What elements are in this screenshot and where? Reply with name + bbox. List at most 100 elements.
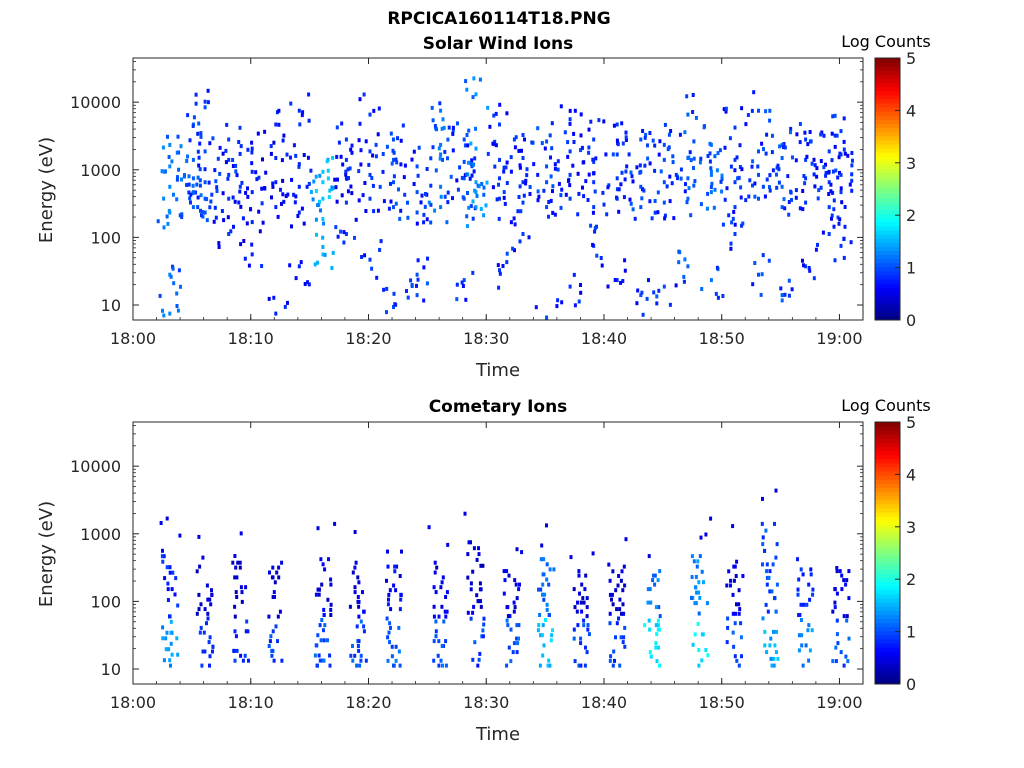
data-cell — [439, 152, 443, 157]
data-cell — [456, 121, 459, 126]
data-cell — [734, 574, 738, 578]
data-cell — [473, 640, 477, 645]
data-cell — [622, 195, 626, 200]
data-cell — [525, 173, 529, 178]
x-tick-label: 18:30 — [463, 329, 509, 348]
data-cell — [469, 204, 473, 209]
data-cell — [540, 543, 544, 548]
data-cell — [163, 576, 167, 581]
data-cell — [466, 575, 470, 580]
data-cell — [816, 242, 819, 247]
data-cell — [232, 648, 236, 653]
data-cell — [292, 143, 296, 148]
data-cell — [392, 180, 395, 185]
data-cell — [619, 578, 623, 583]
data-cell — [357, 580, 361, 585]
data-cell — [240, 590, 244, 595]
data-cell — [215, 189, 219, 193]
data-cell — [509, 169, 513, 174]
data-cell — [439, 205, 443, 210]
data-cell — [639, 169, 643, 174]
data-cell — [810, 628, 814, 633]
data-cell — [502, 190, 506, 195]
data-cell — [399, 208, 403, 213]
data-cell — [392, 137, 395, 142]
colorbar-swatch — [875, 638, 900, 644]
data-cell — [437, 663, 441, 668]
data-cell — [249, 207, 253, 212]
colorbar-swatch — [875, 213, 900, 219]
data-cell — [768, 118, 772, 123]
data-cell — [715, 168, 719, 173]
data-cell — [177, 268, 181, 273]
data-cell — [548, 133, 552, 138]
data-cell — [803, 181, 807, 186]
data-cell — [733, 232, 737, 236]
data-cell — [206, 611, 210, 616]
data-cell — [573, 605, 577, 610]
data-cell — [764, 528, 768, 533]
data-cell — [797, 633, 801, 638]
colorbar-swatch — [875, 115, 900, 120]
data-cell — [829, 189, 833, 194]
colorbar-swatch — [875, 618, 900, 624]
colorbar-swatch — [875, 103, 900, 108]
data-cell — [335, 199, 339, 204]
data-cell — [195, 611, 199, 616]
data-cell — [321, 235, 325, 240]
data-cell — [321, 245, 325, 249]
data-cell — [386, 549, 389, 554]
data-cell — [524, 181, 528, 186]
data-cell — [357, 169, 361, 174]
data-cell — [789, 126, 793, 131]
data-cell — [575, 609, 579, 614]
data-cell — [639, 205, 643, 210]
data-cell — [740, 167, 744, 172]
colorbar-swatch — [875, 131, 900, 137]
data-cell — [851, 158, 854, 163]
colorbar-swatch — [875, 98, 900, 104]
data-cell — [356, 644, 360, 648]
data-cell — [239, 144, 243, 149]
data-cell — [568, 117, 572, 122]
data-cell — [780, 142, 784, 147]
data-cell — [168, 184, 172, 189]
data-cell — [435, 565, 439, 570]
data-cell — [687, 186, 691, 191]
data-cell — [700, 287, 704, 291]
data-cell — [280, 201, 283, 206]
data-cell — [767, 575, 771, 580]
data-cell — [434, 634, 438, 639]
data-cell — [839, 186, 843, 191]
data-cell — [781, 145, 785, 150]
data-cell — [254, 170, 258, 175]
x-tick-label: 18:00 — [110, 329, 156, 348]
data-cell — [697, 648, 701, 652]
colorbar-frame — [874, 57, 901, 321]
colorbar-swatch — [875, 655, 900, 660]
data-cell — [631, 207, 635, 212]
data-cell — [214, 215, 218, 220]
data-cell — [689, 158, 693, 163]
data-cell — [739, 635, 743, 640]
data-cell — [559, 193, 563, 198]
data-cell — [398, 607, 402, 612]
data-cell — [319, 638, 323, 643]
data-cell — [206, 616, 210, 621]
data-cell — [455, 282, 459, 287]
data-cell — [427, 525, 431, 530]
y-tick-label: 1000 — [80, 525, 121, 544]
data-cell — [509, 659, 513, 664]
data-cell — [831, 609, 835, 614]
data-cell — [696, 621, 700, 626]
data-cell — [346, 189, 350, 194]
data-cell — [164, 647, 168, 652]
data-cell — [263, 129, 267, 134]
data-cell — [244, 190, 248, 195]
data-cell — [572, 272, 576, 277]
data-cell — [197, 163, 201, 168]
data-cell — [473, 156, 477, 161]
data-cell — [827, 205, 831, 210]
data-cell — [706, 653, 710, 658]
